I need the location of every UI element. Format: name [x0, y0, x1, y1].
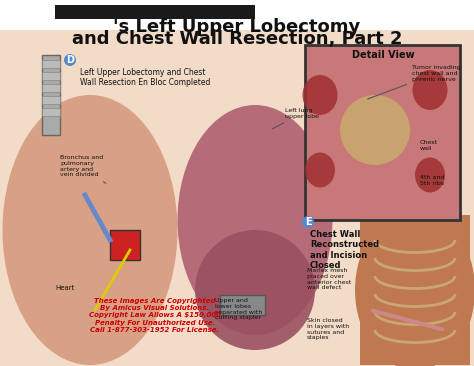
Ellipse shape — [305, 153, 335, 187]
Bar — [220, 295, 265, 315]
Text: 4th and
5th ribs: 4th and 5th ribs — [420, 175, 444, 186]
Text: 's Left Upper Lobectomy: 's Left Upper Lobectomy — [113, 18, 361, 36]
Bar — [42, 60, 60, 68]
Text: Marlex mesh
placed over
anterior chest
wall defect: Marlex mesh placed over anterior chest w… — [307, 268, 351, 290]
Bar — [42, 55, 60, 135]
Bar — [42, 108, 60, 116]
Ellipse shape — [415, 157, 445, 193]
Point — [107, 238, 113, 242]
Point — [92, 308, 98, 312]
Text: Upper and
lower lobes
separated with
cutting stapler: Upper and lower lobes separated with cut… — [215, 298, 262, 320]
Circle shape — [64, 54, 76, 66]
Bar — [42, 84, 60, 92]
Ellipse shape — [412, 70, 447, 110]
Text: Bronchus and
pulmonary
artery and
vein divided: Bronchus and pulmonary artery and vein d… — [60, 155, 106, 183]
Text: Detail View: Detail View — [352, 50, 414, 60]
Text: These Images Are Copyrighted
By Amicus Visual Solutions.
Copyright Law Allows A : These Images Are Copyrighted By Amicus V… — [89, 298, 221, 333]
Text: E: E — [305, 217, 311, 227]
Bar — [110, 230, 140, 260]
Bar — [360, 215, 470, 365]
Ellipse shape — [195, 230, 315, 350]
Ellipse shape — [355, 210, 474, 366]
Ellipse shape — [177, 105, 332, 335]
Point — [82, 193, 88, 197]
Text: Chest Wall
Reconstructed
and Incision
Closed: Chest Wall Reconstructed and Incision Cl… — [310, 230, 379, 270]
Ellipse shape — [2, 95, 177, 365]
Ellipse shape — [340, 95, 410, 165]
Point — [127, 248, 133, 252]
Text: Left lung
upper lobe: Left lung upper lobe — [273, 108, 319, 129]
FancyArrowPatch shape — [373, 311, 442, 329]
Ellipse shape — [302, 75, 337, 115]
Text: Tumor invading
chest wall and
phrenic nerve: Tumor invading chest wall and phrenic ne… — [368, 65, 461, 99]
Line: 2 pts: 2 pts — [95, 250, 130, 310]
Text: and Chest Wall Resection, Part 2: and Chest Wall Resection, Part 2 — [72, 30, 402, 48]
Text: D: D — [66, 55, 74, 65]
Bar — [42, 72, 60, 80]
Bar — [42, 96, 60, 104]
Text: Heart: Heart — [55, 285, 74, 291]
Line: 2 pts: 2 pts — [85, 195, 110, 240]
Bar — [305, 45, 460, 220]
Text: Chest
wall: Chest wall — [420, 140, 438, 151]
Circle shape — [302, 216, 314, 228]
Text: Skin closed
in layers with
sutures and
staples: Skin closed in layers with sutures and s… — [307, 318, 349, 340]
Text: Left Upper Lobectomy and Chest
Wall Resection En Bloc Completed: Left Upper Lobectomy and Chest Wall Rese… — [80, 68, 210, 87]
Bar — [55, 5, 255, 19]
